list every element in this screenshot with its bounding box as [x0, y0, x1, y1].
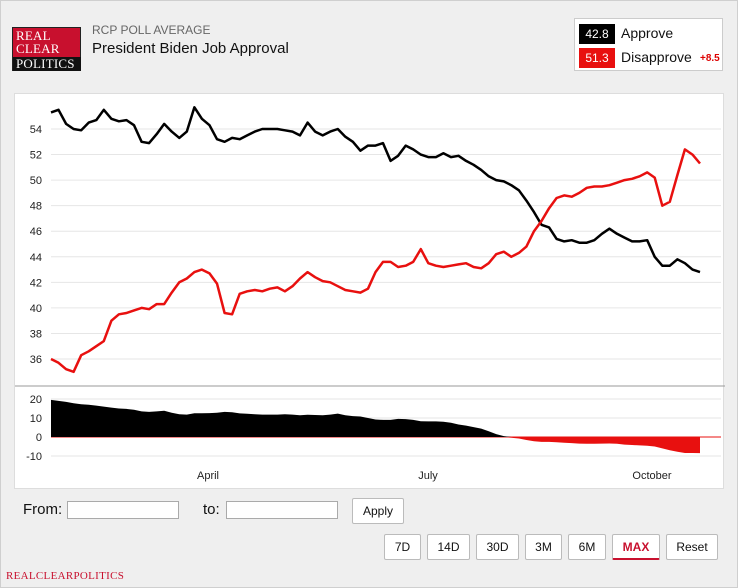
y-tick-label: 54: [30, 124, 42, 136]
spread-value: +8.5: [700, 53, 720, 64]
apply-button[interactable]: Apply: [352, 498, 404, 524]
reset-button[interactable]: Reset: [666, 534, 718, 560]
rcp-logo: REAL CLEAR POLITICS: [12, 27, 81, 71]
series-line-approve: [50, 106, 701, 274]
disapprove-label: Disapprove: [621, 49, 692, 65]
y-tick-label: 38: [30, 328, 42, 340]
from-date-input[interactable]: [67, 501, 179, 519]
from-label: From:: [23, 501, 63, 518]
spread-area-negative: [51, 437, 700, 454]
y-tick-label: 46: [30, 226, 42, 238]
disapprove-value: 51.3: [579, 48, 615, 68]
y-tick-label: 52: [30, 150, 42, 162]
range-7d-button[interactable]: 7D: [384, 534, 421, 560]
y-tick-label: 40: [30, 303, 42, 315]
logo-line-3: POLITICS: [13, 57, 81, 71]
footer-brand: REALCLEARPOLITICS: [6, 570, 125, 582]
y-tick-label: 48: [30, 201, 42, 213]
chart-title: President Biden Job Approval: [92, 40, 289, 57]
range-6m-button[interactable]: 6M: [568, 534, 606, 560]
x-tick-label: July: [418, 470, 438, 482]
to-label: to:: [203, 501, 220, 518]
to-date-input[interactable]: [226, 501, 338, 519]
legend-disapprove: 51.3 Disapprove +8.5: [579, 48, 720, 68]
range-14d-button[interactable]: 14D: [427, 534, 470, 560]
x-tick-label: April: [197, 470, 219, 482]
logo-line-2: CLEAR: [16, 41, 60, 56]
approve-value: 42.8: [579, 24, 615, 44]
y-tick-label: 20: [30, 394, 42, 406]
legend-approve: 42.8 Approve: [579, 24, 719, 44]
plot-area[interactable]: 36 38 40 42 44 46 48 50 52 54 -10 0 10 20 April July Oct…: [14, 93, 725, 489]
x-tick-label: October: [632, 470, 671, 482]
y-tick-label: 36: [30, 354, 42, 366]
range-3m-button[interactable]: 3M: [525, 534, 562, 560]
y-tick-label: 44: [30, 252, 42, 264]
y-tick-label: 42: [30, 277, 42, 289]
y-tick-label: -10: [26, 451, 42, 463]
y-tick-label: 10: [30, 413, 42, 425]
y-tick-label: 0: [36, 432, 42, 444]
chart-svg: 36 38 40 42 44 46 48 50 52 54 -10 0 10 20 April July Oct…: [15, 106, 725, 482]
range-max-button[interactable]: MAX: [612, 534, 660, 560]
y-tick-label: 50: [30, 175, 42, 187]
chart-supertitle: RCP POLL AVERAGE: [92, 23, 211, 37]
approve-label: Approve: [621, 25, 674, 41]
series-line-disapprove: [50, 148, 701, 374]
range-30d-button[interactable]: 30D: [476, 534, 519, 560]
legend: 42.8 Approve 51.3 Disapprove +8.5: [574, 18, 723, 71]
logo-line-1: REAL: [16, 28, 51, 43]
spread-area-positive: [51, 399, 700, 437]
